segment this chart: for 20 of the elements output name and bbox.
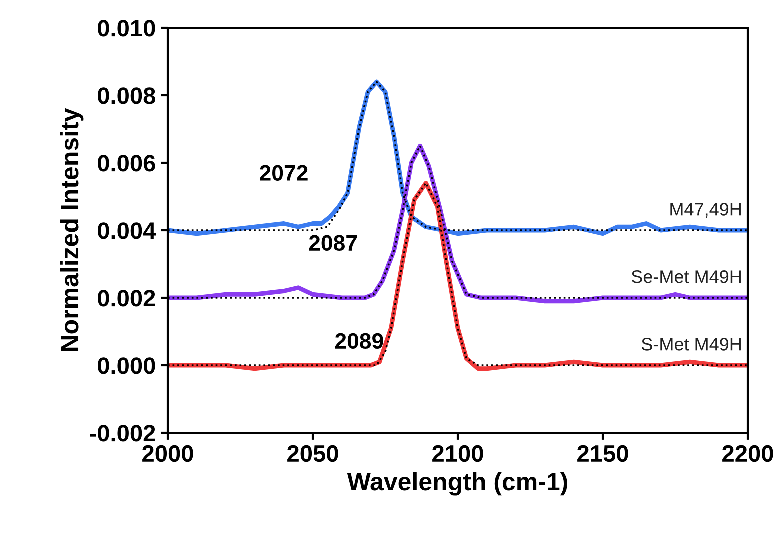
annotation: 2087 [309, 235, 358, 252]
x-tick-label: 2200 [722, 445, 774, 462]
y-tick-label: 0.002 [98, 290, 156, 307]
x-axis-title: Wavelength (cm-1) [347, 472, 568, 496]
x-tick-label: 2050 [288, 445, 338, 462]
x-tick-label: 2000 [142, 445, 194, 462]
y-tick-label: 0.004 [98, 222, 156, 240]
x-tick-label: 2150 [578, 445, 628, 462]
annotation: 2089 [335, 333, 384, 350]
x-tick-label: 2100 [432, 445, 484, 462]
y-tick-label: -0.002 [90, 425, 156, 442]
y-tick-label: 0.000 [98, 358, 156, 374]
series-label: Se-Met M49H [632, 270, 741, 284]
y-tick-label: 0.010 [98, 20, 156, 37]
y-tick-label: 0.006 [98, 155, 156, 172]
y-tick-label: 0.008 [98, 88, 156, 104]
series-label: S-Met M49H [642, 338, 741, 351]
annotation: 2072 [260, 165, 308, 181]
series-label: M47,49H [670, 203, 741, 218]
y-axis-title: Normalized Intensity [60, 108, 84, 352]
